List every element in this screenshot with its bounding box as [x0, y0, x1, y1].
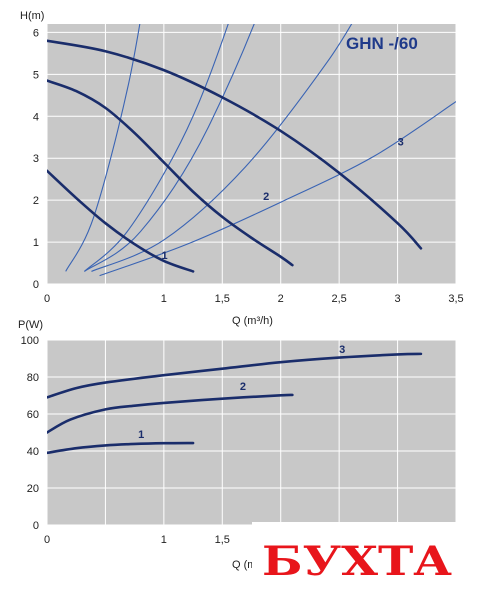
y-tick-label: 4 — [33, 111, 39, 123]
system-curve — [84, 24, 229, 272]
head-y-axis-label: H(m) — [20, 10, 44, 22]
x-tick-label: 0 — [44, 534, 50, 546]
y-tick-label: 2 — [33, 195, 39, 207]
y-tick-label: 1 — [33, 237, 39, 249]
series-line-3 — [47, 39, 423, 250]
series-label-2: 2 — [240, 381, 246, 393]
head-chart: 0 1 1,5 2 2,5 3 3,5 0 1 2 3 4 5 6 H(m) Q (m³/h) GHN -… — [20, 10, 464, 327]
y-tick-label: 0 — [33, 520, 39, 532]
power-chart: 0 1 1,5 0 20 40 60 80 100 P(W) Q (m 1 2 3 — [18, 319, 457, 571]
y-tick-label: 0 — [33, 279, 39, 291]
x-tick-label: 1 — [161, 534, 167, 546]
series-line-1 — [47, 441, 195, 455]
y-tick-label: 100 — [21, 335, 39, 347]
chart-title: GHN -/60 — [346, 34, 418, 53]
y-tick-label: 6 — [33, 27, 39, 39]
y-tick-label: 20 — [27, 483, 39, 495]
series-line-1 — [47, 169, 195, 273]
power-grid — [46, 339, 457, 526]
head-x-axis-label: Q (m³/h) — [232, 315, 273, 327]
watermark-backdrop — [252, 522, 480, 590]
watermark-text: БУХТА — [262, 538, 452, 585]
head-grid — [46, 24, 457, 285]
series-line-2 — [47, 79, 294, 267]
system-curve — [84, 24, 255, 272]
system-curve — [91, 24, 353, 272]
head-system-curves — [65, 24, 456, 277]
x-tick-label: 1,5 — [215, 534, 230, 546]
series-line-3 — [47, 352, 423, 399]
x-tick-label: 3,5 — [448, 293, 463, 305]
power-tick-labels: 0 1 1,5 0 20 40 60 80 100 — [21, 335, 230, 546]
x-tick-label: 1,5 — [215, 293, 230, 305]
power-y-axis-label: P(W) — [18, 319, 43, 331]
y-tick-label: 40 — [27, 446, 39, 458]
power-plot-area — [47, 340, 456, 525]
series-label-1: 1 — [162, 250, 168, 262]
x-tick-label: 2,5 — [331, 293, 346, 305]
series-label-3: 3 — [339, 344, 345, 356]
x-tick-label: 0 — [44, 293, 50, 305]
power-x-axis-label: Q (m — [232, 559, 256, 571]
series-line-2 — [47, 393, 294, 434]
series-label-1: 1 — [138, 429, 144, 441]
x-tick-label: 2 — [278, 293, 284, 305]
system-curve — [99, 101, 456, 277]
series-label-3: 3 — [398, 137, 404, 149]
series-label-2: 2 — [263, 191, 269, 203]
y-tick-label: 60 — [27, 409, 39, 421]
head-tick-labels: 0 1 1,5 2 2,5 3 3,5 0 1 2 3 4 5 6 — [33, 27, 464, 305]
head-pump-curves — [47, 39, 423, 273]
y-tick-label: 5 — [33, 69, 39, 81]
x-tick-label: 1 — [161, 293, 167, 305]
y-tick-label: 3 — [33, 153, 39, 165]
x-tick-label: 3 — [395, 293, 401, 305]
head-plot-area — [47, 24, 456, 284]
y-tick-label: 80 — [27, 372, 39, 384]
power-curves — [47, 352, 423, 455]
watermark-logo: БУХТА — [252, 522, 480, 590]
system-curve — [65, 24, 141, 272]
